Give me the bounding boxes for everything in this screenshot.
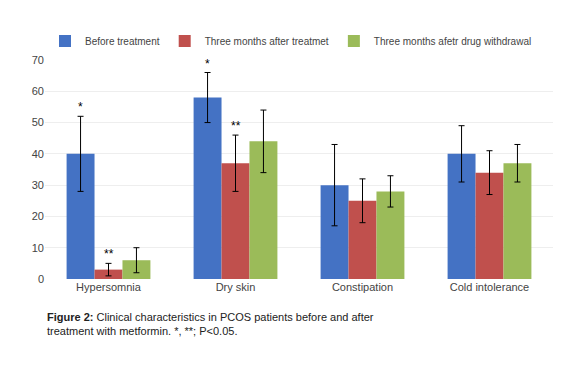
- svg-text:20: 20: [32, 210, 44, 222]
- svg-text:Before treatment: Before treatment: [85, 36, 160, 47]
- svg-text:Three months afetr drug withdr: Three months afetr drug withdrawal: [374, 36, 531, 47]
- svg-text:Figure 2: Clinical characteris: Figure 2: Clinical characteristics in PC…: [47, 311, 374, 337]
- svg-text:Cold intolerance: Cold intolerance: [450, 281, 530, 293]
- svg-text:*: *: [205, 57, 210, 71]
- svg-text:30: 30: [32, 179, 44, 191]
- svg-text:40: 40: [32, 148, 44, 160]
- svg-text:Three months after treatmet: Three months after treatmet: [205, 36, 329, 47]
- svg-text:10: 10: [32, 242, 44, 254]
- svg-text:*: *: [78, 100, 83, 114]
- svg-text:70: 70: [32, 54, 44, 66]
- svg-text:**: **: [231, 119, 241, 133]
- svg-text:Constipation: Constipation: [332, 281, 393, 293]
- svg-text:60: 60: [32, 85, 44, 97]
- svg-text:**: **: [104, 247, 114, 261]
- svg-text:Hypersomnia: Hypersomnia: [76, 281, 142, 293]
- svg-text:Dry skin: Dry skin: [216, 281, 256, 293]
- svg-text:50: 50: [32, 116, 44, 128]
- svg-text:0: 0: [38, 273, 44, 285]
